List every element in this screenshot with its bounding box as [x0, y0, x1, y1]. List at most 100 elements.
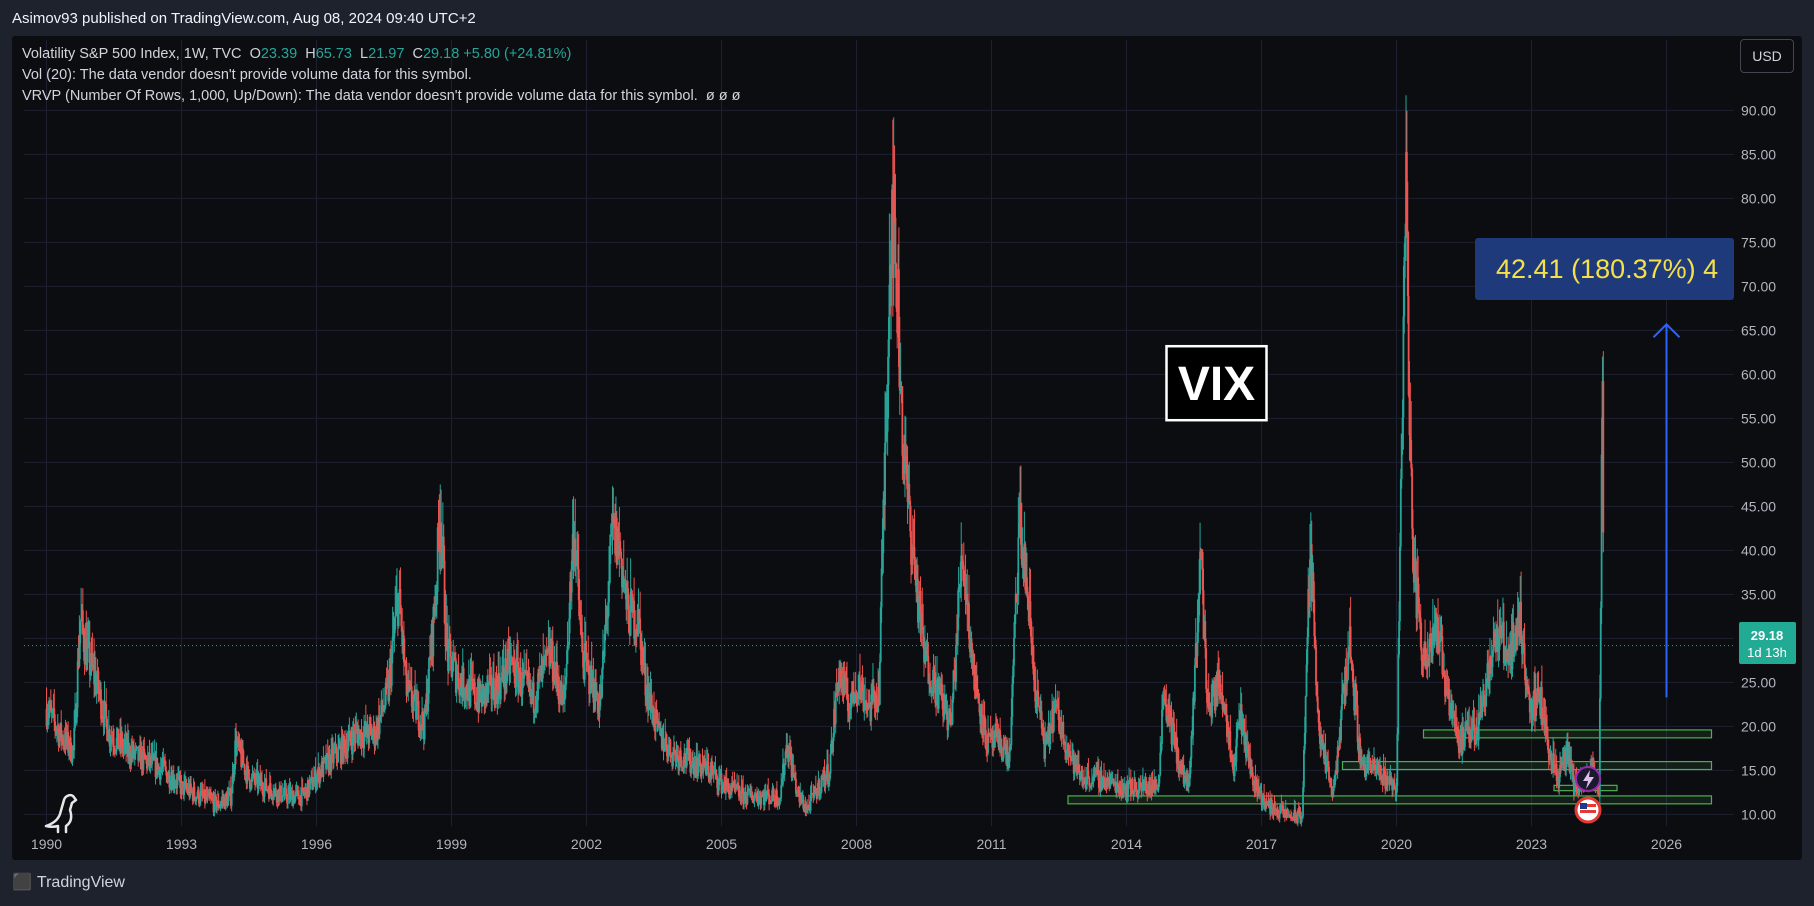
- support-zone-rect[interactable]: [1341, 760, 1713, 771]
- candle-body: [1330, 786, 1333, 795]
- ohlc-row[interactable]: Volatility S&P 500 Index, 1W, TVC O23.39…: [22, 44, 740, 65]
- candle-body: [1441, 635, 1444, 675]
- symbol-title[interactable]: Volatility S&P 500 Index, 1W, TVC: [22, 46, 242, 62]
- candle-body: [381, 700, 384, 712]
- candle-body: [844, 678, 847, 694]
- y-axis[interactable]: 10.0015.0020.0025.0030.0035.0040.0045.00…: [1741, 102, 1776, 822]
- candle-body: [193, 786, 196, 798]
- candle-body: [1164, 700, 1167, 705]
- candle-body: [110, 739, 113, 744]
- candle-body: [146, 759, 149, 769]
- candle-body: [1341, 694, 1343, 710]
- candle-body: [309, 778, 312, 784]
- candle-body: [123, 745, 126, 750]
- support-zone-rect[interactable]: [1067, 795, 1713, 805]
- candle-body: [280, 785, 282, 802]
- candle-body: [801, 802, 803, 804]
- currency-button[interactable]: USD: [1740, 39, 1794, 73]
- candle-body: [557, 689, 560, 705]
- candle-body: [201, 790, 204, 796]
- candle-body: [498, 673, 500, 692]
- candle-body: [460, 677, 462, 686]
- candle-body: [611, 514, 614, 533]
- candle-body: [1390, 776, 1393, 786]
- candle-body: [199, 792, 202, 803]
- event-markers[interactable]: [1574, 766, 1602, 824]
- candle-body: [576, 550, 579, 570]
- candle-body: [1398, 621, 1400, 655]
- candle-body: [556, 661, 558, 685]
- candle-body: [1417, 577, 1420, 598]
- candle-body: [350, 741, 353, 746]
- candle-body: [1041, 728, 1044, 733]
- candle-body: [405, 662, 408, 696]
- candle-body: [526, 673, 529, 681]
- candle-body: [1116, 782, 1119, 788]
- candle-body: [1305, 664, 1308, 697]
- candle-body: [225, 794, 228, 797]
- candle-body: [316, 775, 319, 783]
- candle-body: [665, 737, 668, 746]
- volume-row[interactable]: Vol (20): The data vendor doesn't provid…: [22, 67, 472, 83]
- candle-body: [1470, 730, 1473, 741]
- candle-body: [1501, 631, 1503, 639]
- candle-body: [605, 616, 608, 626]
- candle-body: [848, 715, 851, 722]
- x-tick-label: 2023: [1516, 836, 1547, 852]
- candle-body: [788, 753, 790, 762]
- candle-body: [677, 755, 680, 769]
- candle-body: [495, 679, 498, 686]
- candle-body: [819, 793, 822, 796]
- candle-body: [481, 685, 484, 707]
- candle-body: [532, 682, 535, 713]
- candle-body: [215, 796, 218, 811]
- candle-body: [257, 779, 260, 790]
- candle-body: [1340, 709, 1343, 741]
- candle-body: [740, 786, 743, 802]
- candle-body: [1015, 593, 1018, 597]
- candle-body: [921, 613, 924, 627]
- candle-body: [419, 724, 422, 734]
- candle-body: [379, 714, 382, 717]
- candle-body: [629, 591, 632, 636]
- vrvp-hidden-icons[interactable]: ø ø ø: [705, 88, 741, 104]
- candle-body: [122, 749, 125, 753]
- candle-body: [829, 753, 832, 774]
- candle-body: [151, 755, 153, 765]
- vrvp-row[interactable]: VRVP (Number Of Rows, 1,000, Up/Down): T…: [22, 86, 740, 107]
- x-tick-label: 2005: [706, 836, 737, 852]
- candle-body: [409, 684, 412, 687]
- candle-body: [267, 789, 269, 792]
- candle-body: [325, 753, 328, 769]
- candle-body: [471, 678, 474, 682]
- candle-body: [111, 739, 114, 741]
- candle-body: [585, 652, 588, 662]
- candle-body: [1078, 772, 1081, 780]
- candle-body: [1342, 685, 1345, 691]
- candle-body: [569, 581, 571, 619]
- candle-body: [1448, 688, 1451, 716]
- chart-legend[interactable]: Volatility S&P 500 Index, 1W, TVC O23.39…: [22, 44, 740, 107]
- candle-body: [529, 680, 532, 697]
- candle-body: [1101, 781, 1104, 791]
- vix-text-box[interactable]: VIX: [1165, 344, 1268, 422]
- candle-body: [1438, 635, 1441, 652]
- candle-body: [1373, 759, 1376, 771]
- candle-body: [956, 617, 959, 646]
- measure-tool[interactable]: 42.41 (180.37%) 4: [1475, 238, 1734, 698]
- candle-body: [1008, 746, 1011, 762]
- candle-body: [449, 641, 452, 657]
- candle-body: [630, 591, 633, 595]
- candle-body: [676, 752, 679, 756]
- candle-body: [1173, 723, 1175, 746]
- candle-body: [712, 772, 715, 776]
- candle-body: [800, 792, 803, 803]
- candle-body: [118, 747, 121, 750]
- x-axis[interactable]: 1990 1993 1996 1999 2002 2005 2008 2011 2014 2017…: [31, 836, 1682, 852]
- support-zones[interactable]: [1067, 729, 1713, 805]
- candle-body: [470, 676, 473, 679]
- candle-body: [1500, 624, 1503, 639]
- candle-body: [557, 684, 559, 690]
- candle-body: [513, 664, 516, 684]
